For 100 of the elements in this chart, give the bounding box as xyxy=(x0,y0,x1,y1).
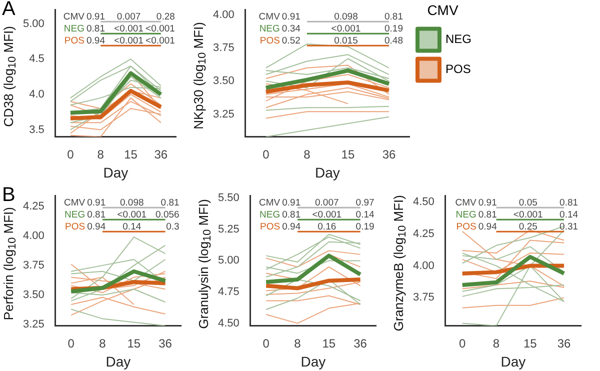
x-tick-label: 8 xyxy=(97,147,104,162)
x-tick-label: 36 xyxy=(158,336,172,350)
annotation: 0.05 xyxy=(518,198,538,209)
legend-title: CMV xyxy=(427,2,459,18)
annotation: 0.28 xyxy=(156,12,175,23)
annotation: 0.97 xyxy=(356,198,374,209)
annotation: 0.14 xyxy=(122,222,142,233)
x-tick-label: 15 xyxy=(523,336,538,350)
x-tick-label: 0 xyxy=(262,336,270,350)
annotation: NEG xyxy=(260,210,280,221)
x-tick-label: 8 xyxy=(304,147,311,162)
legend-label: POS xyxy=(446,62,471,76)
y-tick-label: 3.75 xyxy=(212,42,234,54)
annotation: <0.001 xyxy=(114,36,144,47)
y-tick-label: 3.75 xyxy=(412,292,434,304)
annotation: 0.19 xyxy=(356,222,374,233)
annotation: <0.001 xyxy=(312,210,342,221)
y-tick-label: 3.25 xyxy=(212,108,234,120)
annotation: <0.001 xyxy=(146,24,175,35)
annotation: 0.91 xyxy=(282,12,300,23)
annotation: 0.3 xyxy=(166,222,180,233)
annotation: 0.94 xyxy=(87,222,106,233)
annotation: 0.14 xyxy=(560,210,578,221)
annotation: 0.056 xyxy=(156,210,180,221)
y-tick-label: 5.00 xyxy=(218,254,240,267)
y-tick-label: 4.75 xyxy=(218,286,240,298)
annotation: 0.81 xyxy=(87,210,106,221)
x-axis-title: Day xyxy=(300,353,326,370)
annotation: 0.007 xyxy=(116,12,141,23)
y-tick-label: 4.0 xyxy=(29,88,44,100)
y-tick-label: 3.50 xyxy=(22,289,44,302)
annotation: 0.015 xyxy=(334,36,358,47)
annotation: 0.34 xyxy=(282,24,300,35)
x-tick-label: 15 xyxy=(341,147,355,162)
annotation: 0.52 xyxy=(282,36,300,47)
x-tick-label: 36 xyxy=(154,147,168,162)
annotation: 0.81 xyxy=(86,24,105,35)
x-tick-label: 15 xyxy=(322,336,336,350)
y-tick-label: 3.75 xyxy=(22,259,44,272)
x-tick-label: 36 xyxy=(557,336,572,350)
y-tick-label: 4.50 xyxy=(218,317,240,330)
x-tick-label: 0 xyxy=(67,147,74,162)
legend-label: NEG xyxy=(446,32,472,46)
annotation: POS xyxy=(64,36,84,47)
y-tick-label: 4.25 xyxy=(412,228,434,240)
annotation: NEG xyxy=(456,210,476,221)
annotation: 0.098 xyxy=(334,12,358,23)
annotation: 0.19 xyxy=(384,24,403,35)
annotation: 0.94 xyxy=(86,36,105,47)
y-tick-label: 3.50 xyxy=(212,75,234,88)
x-tick-label: 15 xyxy=(127,336,141,350)
y-tick-label: 3.25 xyxy=(22,318,44,331)
annotation: 0.098 xyxy=(120,198,144,209)
x-tick-label: 8 xyxy=(294,336,302,350)
annotation: 0.91 xyxy=(86,12,105,23)
chart-title: B xyxy=(2,184,16,206)
y-tick-label: 4.00 xyxy=(412,260,434,272)
annotation: 0.81 xyxy=(282,210,301,221)
annotation: 0.81 xyxy=(384,12,403,23)
annotation: 0.16 xyxy=(318,222,336,233)
annotation: POS xyxy=(456,222,476,233)
annotation: 0.91 xyxy=(87,198,106,209)
annotation: CMV xyxy=(63,12,86,23)
annotation: <0.001 xyxy=(513,210,543,221)
x-tick-label: 36 xyxy=(382,147,396,162)
annotation: 0.91 xyxy=(478,198,497,209)
y-tick-label: 4.25 xyxy=(22,200,44,212)
annotation: <0.001 xyxy=(114,24,144,35)
y-tick-label: 3.5 xyxy=(29,124,44,136)
annotation: CMV xyxy=(455,198,478,209)
annotation: 0.25 xyxy=(518,222,538,233)
annotation: POS xyxy=(260,222,280,233)
annotation: <0.001 xyxy=(331,24,361,35)
x-tick-label: 36 xyxy=(354,336,368,350)
annotation: <0.001 xyxy=(146,36,175,47)
annotation: 0.31 xyxy=(560,222,578,233)
x-axis-title: Day xyxy=(103,164,128,180)
y-tick-label: 4.5 xyxy=(29,53,44,66)
annotation: <0.001 xyxy=(117,210,147,221)
chart-title: A xyxy=(2,0,16,20)
x-tick-label: 8 xyxy=(99,336,106,350)
annotation: POS xyxy=(65,222,86,233)
annotation: 0.14 xyxy=(356,210,374,221)
x-tick-label: 8 xyxy=(492,336,500,350)
annotation: 0.81 xyxy=(560,198,578,209)
y-tick-label: 5.50 xyxy=(218,192,240,204)
annotation: POS xyxy=(260,36,280,47)
x-tick-label: 15 xyxy=(124,147,138,162)
annotation: NEG xyxy=(64,210,86,221)
annotation: CMV xyxy=(258,198,281,209)
x-axis-title: Day xyxy=(315,164,340,180)
annotation: NEG xyxy=(64,24,84,35)
y-tick-label: 5.00 xyxy=(22,18,44,30)
annotation: 0.007 xyxy=(315,198,339,209)
x-tick-label: 0 xyxy=(68,336,75,350)
y-tick-label: 5.25 xyxy=(218,223,240,236)
annotation: 0.81 xyxy=(478,210,497,221)
x-tick-label: 0 xyxy=(262,147,270,162)
annotation: 0.91 xyxy=(282,198,301,209)
annotation: CMV xyxy=(64,198,86,209)
